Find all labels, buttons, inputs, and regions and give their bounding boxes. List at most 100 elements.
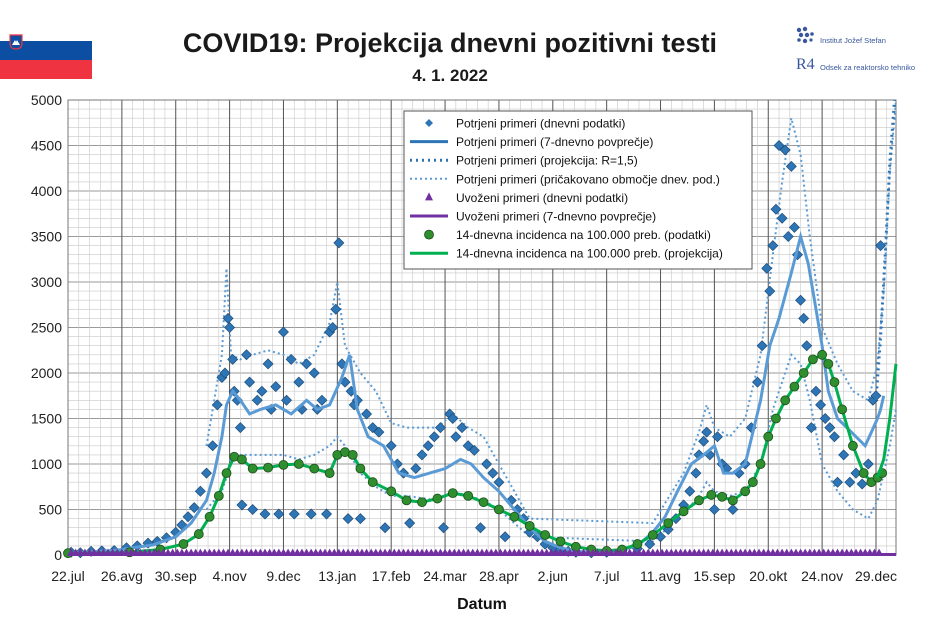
daily-cases-point: [810, 385, 822, 397]
flag-blue-band: [0, 41, 92, 60]
incidence-point: [747, 477, 758, 488]
daily-cases-point: [767, 240, 779, 252]
chart-subtitle: 4. 1. 2022: [412, 66, 488, 85]
incidence-point: [309, 463, 320, 474]
x-tick-label: 26.avg: [101, 568, 143, 584]
incidence-point: [663, 518, 674, 529]
incidence-point: [247, 463, 258, 474]
incidence-point: [829, 377, 840, 388]
daily-cases-point: [795, 294, 807, 306]
incidence-point: [293, 459, 304, 469]
daily-cases-point: [456, 422, 468, 434]
incidence-point: [807, 354, 818, 365]
incidence-point: [717, 491, 727, 502]
incidence-point: [540, 530, 551, 540]
y-tick-label: 3000: [31, 274, 62, 290]
r4-logo-text: Odsek za reaktorsko tehniko: [820, 63, 916, 72]
legend-swatch-diamond: [425, 119, 433, 127]
daily-cases-point: [875, 240, 887, 252]
incidence-point: [204, 511, 215, 522]
x-tick-label: 2.jun: [538, 568, 568, 584]
incidence-point: [706, 490, 717, 500]
incidence-point: [780, 395, 791, 406]
daily-cases-point: [773, 140, 785, 151]
daily-cases-point: [751, 376, 763, 388]
y-tick-label: 4500: [31, 138, 62, 154]
daily-cases-point: [815, 399, 827, 411]
daily-cases-point: [361, 408, 373, 420]
x-tick-label: 28.apr: [479, 568, 519, 584]
daily-cases-point: [779, 144, 791, 156]
daily-cases-point: [270, 381, 282, 393]
incidence-point: [355, 463, 366, 474]
daily-cases-point: [251, 394, 263, 406]
daily-cases-point: [354, 513, 366, 525]
daily-cases-point: [285, 353, 297, 365]
incidence-point: [432, 493, 443, 504]
daily-cases-point: [194, 485, 206, 497]
ijs-logo: Institut Jožef Stefan: [790, 26, 930, 52]
daily-cases-point: [801, 340, 813, 352]
incidence-point: [570, 541, 581, 552]
x-tick-label: 24.nov: [801, 568, 843, 584]
incidence-point: [632, 539, 643, 549]
daily-cases-point: [788, 221, 800, 233]
flag-red-band: [0, 60, 92, 79]
incidence-point: [789, 381, 800, 392]
incidence-point: [263, 462, 273, 473]
daily-cases-point: [327, 322, 339, 333]
incidence-point: [678, 506, 689, 517]
daily-cases-point: [708, 504, 720, 515]
daily-cases-point: [428, 431, 440, 443]
r4-logo: R4 Odsek za reaktorsko tehniko: [790, 54, 930, 80]
daily-cases-point: [487, 467, 499, 479]
y-tick-label: 4000: [31, 183, 62, 199]
incidence-point: [347, 449, 358, 460]
daily-cases-point: [782, 231, 794, 242]
incidence-point: [401, 495, 412, 506]
legend-label: 14-dnevna incidenca na 100.000 preb. (pr…: [456, 247, 723, 261]
legend-swatch-circle: [424, 229, 434, 240]
x-tick-label: 20.okt: [749, 568, 787, 584]
flag-coat-of-arms-icon: [9, 34, 23, 50]
daily-cases-point: [499, 531, 511, 543]
daily-cases-point: [468, 444, 480, 456]
daily-cases-point: [182, 511, 194, 523]
daily-cases-point: [450, 431, 462, 443]
daily-cases-point: [219, 367, 231, 379]
daily-cases-point: [336, 358, 348, 370]
daily-cases-point: [701, 426, 713, 438]
daily-cases-point: [481, 458, 493, 470]
daily-cases-point: [201, 467, 213, 479]
incidence-point: [694, 495, 704, 506]
daily-cases-point: [434, 422, 446, 434]
daily-cases-point: [416, 449, 428, 461]
daily-cases-point: [379, 522, 391, 534]
incidence-point: [367, 477, 378, 488]
daily-cases-point: [819, 413, 831, 424]
r4-mark: R4: [796, 56, 815, 73]
y-tick-label: 3500: [31, 229, 62, 245]
daily-cases-point: [462, 440, 474, 452]
daily-cases-point: [211, 399, 223, 411]
ijs-dots-icon: [796, 26, 814, 44]
legend-swatch-triangle: [425, 192, 433, 201]
legend-label: 14-dnevna incidenca na 100.000 preb. (po…: [456, 228, 711, 242]
y-tick-label: 1500: [31, 411, 62, 427]
y-tick-label: 2000: [31, 365, 62, 381]
legend: Potrjeni primeri (dnevni podatki) Potrjen…: [403, 110, 753, 270]
incidence-point: [798, 368, 809, 378]
daily-cases-point: [684, 485, 696, 497]
x-tick-label: 13.jan: [318, 568, 356, 584]
daily-cases-point: [227, 353, 239, 365]
daily-cases-point: [207, 440, 219, 452]
daily-cases-point: [241, 349, 253, 361]
daily-cases-point: [776, 212, 788, 224]
incidence-point: [193, 529, 204, 539]
x-axis-title: Datum: [457, 596, 507, 613]
daily-cases-point: [798, 312, 810, 324]
incidence-point: [494, 504, 504, 515]
daily-cases-point: [236, 499, 248, 511]
incidence-point: [386, 486, 397, 497]
